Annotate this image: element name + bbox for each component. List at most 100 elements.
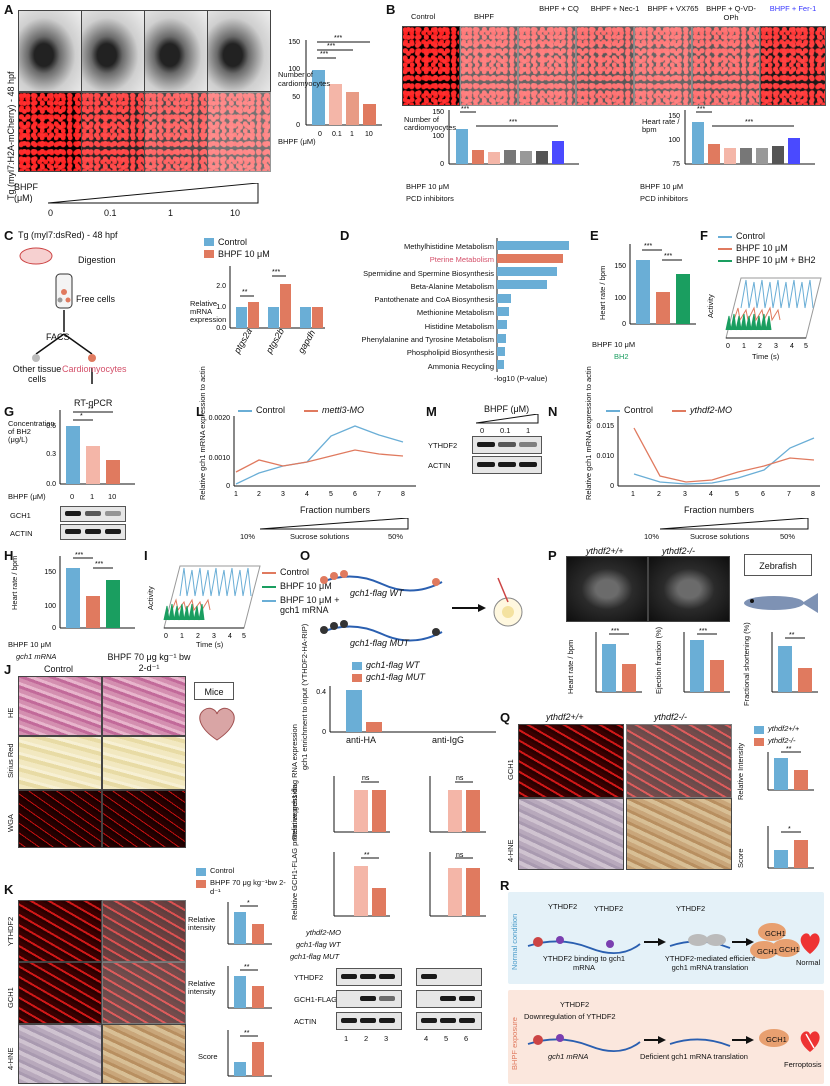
f-leg-0: Control [736, 231, 766, 241]
b-row2-right: PCD inhibitors [640, 194, 688, 203]
g-blot-label-1: ACTIN [10, 529, 33, 538]
svg-text:***: *** [334, 35, 342, 42]
rip-leg-sw-1 [352, 674, 362, 682]
p-us-1 [648, 556, 730, 622]
b-img-3 [576, 26, 634, 106]
panel-label-p: P [548, 548, 557, 563]
svg-text:***: *** [75, 552, 83, 559]
k-ylab-2: Score [198, 1052, 218, 1061]
svg-text:150: 150 [432, 109, 444, 116]
l-grad-2: 50% [388, 532, 404, 541]
a-bhpf: BHPF [14, 182, 39, 192]
b-img-2 [518, 26, 576, 106]
j-leg-sw-1 [196, 880, 206, 888]
q-row-0: GCH1 [506, 759, 515, 780]
svg-text:0.0010: 0.0010 [209, 455, 231, 462]
h-row2: gch1 mRNA [16, 652, 57, 661]
b-row1-right: BHPF 10 μM [640, 182, 684, 191]
svg-text:0.0: 0.0 [46, 481, 56, 488]
b-row1-left: BHPF 10 μM [406, 182, 450, 191]
r-n1: YTHDF2 binding to gch1 mRNA [542, 954, 626, 972]
panel-label-c: C [4, 228, 14, 243]
b-cond-6: BHPF + Fer-1 [769, 4, 817, 13]
svg-text:7: 7 [787, 491, 791, 498]
svg-text:**: ** [786, 746, 792, 753]
svg-text:1.0: 1.0 [216, 304, 226, 311]
rip-lane-5: 6 [464, 1034, 469, 1043]
a-bright-0 [18, 10, 82, 92]
j-leg-sw-0 [196, 868, 206, 876]
svg-text:***: *** [745, 119, 753, 126]
h-row1: BHPF 10 μM [8, 640, 52, 649]
r-b3: Deficient gch1 mRNA translation [640, 1052, 748, 1061]
svg-text:1: 1 [180, 633, 184, 640]
b-cond-1: BHPF [474, 12, 495, 21]
l-grad [260, 518, 409, 530]
n-grad-0: 10% [644, 532, 660, 541]
p-ylab-2: Fractional shortening (%) [742, 622, 751, 706]
svg-text:150: 150 [614, 263, 626, 270]
b-img-5 [692, 26, 760, 106]
a-bright-3 [207, 10, 271, 92]
r-prot-d: GCH1 [766, 1035, 787, 1044]
r-ythdf2-a: YTHDF2 [548, 902, 578, 911]
m-dose-0: 0 [480, 426, 485, 435]
h-ylabel: Heart rate / bpm [10, 555, 19, 610]
svg-text:4: 4 [709, 491, 713, 498]
svg-text:***: *** [272, 269, 280, 276]
g-ylabel: Concentration of BH2 (μg/L) [8, 419, 55, 444]
n-grad [660, 518, 809, 530]
a-dose-2: 1 [168, 208, 174, 218]
c-workflow [19, 247, 96, 384]
svg-text:4: 4 [790, 343, 794, 350]
a-dose-0: 0 [48, 208, 54, 218]
k-ylab-0: Relative intensity [188, 915, 216, 932]
b-cond-3: BHPF + Nec-1 [590, 4, 640, 13]
svg-text:**: ** [242, 289, 248, 296]
svg-text:8: 8 [401, 491, 405, 498]
svg-text:0: 0 [296, 122, 300, 129]
i-leg-sw-0 [262, 572, 276, 574]
svg-text:100: 100 [288, 66, 300, 73]
q-hne-0 [518, 798, 624, 870]
svg-text:1: 1 [234, 491, 238, 498]
r-diagram [527, 923, 820, 1052]
svg-text:150: 150 [288, 39, 300, 46]
m-dose-1: 0.1 [500, 426, 511, 435]
panel-label-q: Q [500, 710, 511, 725]
svg-text:0.6: 0.6 [46, 423, 56, 430]
d-path-1: Pterine Metabolism [429, 255, 494, 265]
q-leg-1: ythdf2-/- [768, 736, 796, 745]
svg-text:8: 8 [811, 491, 815, 498]
svg-text:100: 100 [44, 603, 56, 610]
rip-lane-1: 2 [364, 1034, 369, 1043]
f-xlabel: Time (s) [752, 352, 780, 361]
f-leg-sw-0 [718, 236, 732, 238]
svg-text:3: 3 [774, 343, 778, 350]
svg-text:6: 6 [761, 491, 765, 498]
p-zebra-box: Zebrafish [744, 554, 812, 576]
j-wga-0 [18, 790, 102, 848]
i-chart: 0 1 2 3 4 5 [163, 565, 261, 640]
svg-text:0: 0 [726, 343, 730, 350]
d-path-2: Spermidine and Spermine Biosynthesis [363, 268, 494, 278]
panel-label-k: K [4, 882, 14, 897]
i-xlabel: Time (s) [196, 640, 224, 649]
panel-label-l: L [196, 404, 204, 419]
j-wga-1 [102, 790, 186, 848]
r-b1: Downregulation of YTHDF2 [524, 1012, 616, 1021]
rip-x-0: anti-HA [346, 735, 377, 745]
o-mut: gch1-flag MUT [350, 638, 410, 648]
svg-text:0.010: 0.010 [596, 453, 614, 460]
d-xlabel: -log10 (P-value) [494, 374, 548, 383]
f-ylabel: Activity [706, 294, 715, 318]
rip-lane-2: 3 [384, 1034, 389, 1043]
c-step-4: Cardiomyocytes [62, 364, 127, 374]
d-path-7: Phenylalanine and Tyrosine Metabolism [361, 335, 494, 345]
panel-label-a: A [4, 2, 14, 17]
svg-text:**: ** [88, 406, 94, 413]
b-img-4 [634, 26, 692, 106]
rip-lane-0: 1 [344, 1034, 349, 1043]
j-col-1: BHPF 70 μg kg⁻¹ bw 2-d⁻¹ [107, 652, 191, 673]
svg-text:3: 3 [212, 633, 216, 640]
